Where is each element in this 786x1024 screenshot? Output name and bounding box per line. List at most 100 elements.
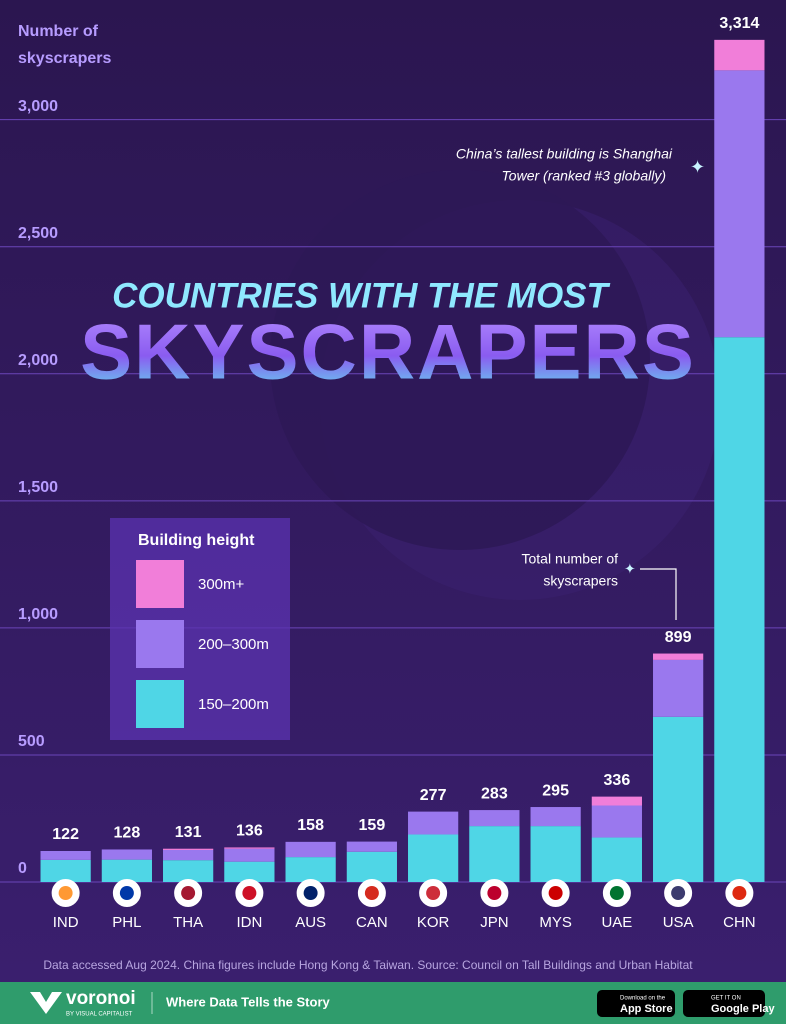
bar-segment bbox=[285, 857, 336, 882]
x-tick-label: MYS bbox=[539, 914, 572, 931]
legend-label: 300m+ bbox=[198, 576, 245, 593]
flag-center bbox=[732, 886, 747, 900]
bar-segment bbox=[101, 849, 152, 860]
total-label: 122 bbox=[52, 826, 79, 843]
bar-segment bbox=[653, 716, 704, 882]
y-tick-label: 3,000 bbox=[18, 98, 58, 115]
total-label: 128 bbox=[114, 825, 141, 842]
bar-segment bbox=[591, 837, 642, 882]
bar-segment bbox=[163, 860, 214, 882]
total-label: 131 bbox=[175, 824, 202, 841]
annotation: Tower (ranked #3 globally) bbox=[502, 168, 666, 184]
moon-shadow bbox=[270, 170, 650, 550]
bar-segment bbox=[530, 826, 581, 882]
annotation-connector bbox=[640, 568, 677, 620]
flag-center bbox=[181, 886, 196, 900]
total-label: 136 bbox=[236, 823, 263, 840]
annotation: China’s tallest building is Shanghai bbox=[456, 146, 673, 162]
x-tick-label: CHN bbox=[723, 914, 756, 931]
x-tick-label: JPN bbox=[480, 914, 508, 931]
y-tick-label: 2,500 bbox=[18, 225, 58, 242]
bar-segment bbox=[224, 848, 275, 862]
google-play-badge[interactable] bbox=[683, 990, 765, 1017]
flag-center bbox=[303, 886, 318, 900]
annotation: skyscrapers bbox=[543, 573, 618, 589]
tagline: Where Data Tells the Story bbox=[166, 994, 331, 1009]
bar-segment bbox=[469, 826, 520, 882]
flag-center bbox=[487, 886, 502, 900]
legend-swatch bbox=[136, 680, 184, 728]
flag-center bbox=[364, 886, 379, 900]
total-label: 277 bbox=[420, 787, 447, 804]
x-tick-label: IDN bbox=[236, 914, 262, 931]
legend-swatch bbox=[136, 560, 184, 608]
bar-segment bbox=[346, 851, 397, 882]
bar-segment bbox=[163, 849, 214, 861]
bar-segment bbox=[101, 859, 152, 882]
y-tick-label: 2,000 bbox=[18, 352, 58, 369]
legend-label: 200–300m bbox=[198, 636, 269, 653]
y-axis-label: skyscrapers bbox=[18, 50, 112, 67]
y-tick-label: 1,500 bbox=[18, 479, 58, 496]
x-tick-label: THA bbox=[173, 914, 203, 931]
y-tick-label: 500 bbox=[18, 733, 45, 750]
x-tick-label: UAE bbox=[601, 914, 632, 931]
total-label: 336 bbox=[604, 772, 631, 789]
bar-segment bbox=[285, 841, 336, 858]
annotation: Total number of bbox=[522, 551, 619, 567]
bar-segment bbox=[591, 805, 642, 838]
x-tick-label: PHL bbox=[112, 914, 141, 931]
bar-segment bbox=[40, 850, 91, 860]
sparkle: ✦ bbox=[624, 561, 636, 577]
y-axis-label: Number of bbox=[18, 23, 99, 40]
bar-segment bbox=[653, 653, 704, 660]
flag-center bbox=[609, 886, 624, 900]
x-tick-label: AUS bbox=[295, 914, 326, 931]
brand: voronoi bbox=[66, 988, 136, 1009]
app-store-badge[interactable] bbox=[597, 990, 675, 1017]
bar-segment bbox=[408, 834, 459, 882]
bar-segment bbox=[714, 70, 765, 338]
bars bbox=[40, 39, 765, 882]
bar-segment bbox=[653, 659, 704, 717]
sparkle: ✦ bbox=[690, 157, 705, 177]
badge-text: Download on the bbox=[620, 996, 666, 1002]
bar-segment bbox=[346, 841, 397, 852]
x-tick-label: KOR bbox=[417, 914, 450, 931]
x-tick-label: USA bbox=[663, 914, 694, 931]
y-tick-label: 1,000 bbox=[18, 606, 58, 623]
bar-segment bbox=[224, 861, 275, 882]
bar-segment bbox=[224, 847, 275, 849]
brand-logo bbox=[30, 992, 62, 1014]
flag-center bbox=[119, 886, 134, 900]
total-label: 295 bbox=[542, 782, 569, 799]
bar-segment bbox=[714, 39, 765, 71]
badge-text: App Store bbox=[620, 1003, 673, 1015]
total-label: 3,314 bbox=[719, 15, 759, 32]
brand-sub: BY VISUAL CAPITALIST bbox=[66, 1012, 133, 1018]
total-label: 159 bbox=[359, 817, 386, 834]
x-tick-label: IND bbox=[53, 914, 79, 931]
flag-center bbox=[58, 886, 73, 900]
chart-title: COUNTRIES WITH THE MOST bbox=[112, 276, 610, 315]
bar-segment bbox=[408, 811, 459, 835]
bar-segment bbox=[591, 796, 642, 806]
legend-swatch bbox=[136, 620, 184, 668]
bar-segment bbox=[469, 810, 520, 827]
bar-segment bbox=[530, 807, 581, 827]
flag-center bbox=[426, 886, 441, 900]
bar-segment bbox=[40, 859, 91, 882]
bar-segment bbox=[714, 337, 765, 882]
bar-segment bbox=[163, 848, 214, 850]
y-tick-label: 0 bbox=[18, 860, 27, 877]
total-label: 158 bbox=[297, 817, 324, 834]
flag-center bbox=[548, 886, 563, 900]
flag-center bbox=[242, 886, 257, 900]
x-tick-label: CAN bbox=[356, 914, 388, 931]
legend-title: Building height bbox=[138, 532, 255, 549]
legend-label: 150–200m bbox=[198, 696, 269, 713]
flag-center bbox=[671, 886, 686, 900]
total-label: 283 bbox=[481, 785, 508, 802]
